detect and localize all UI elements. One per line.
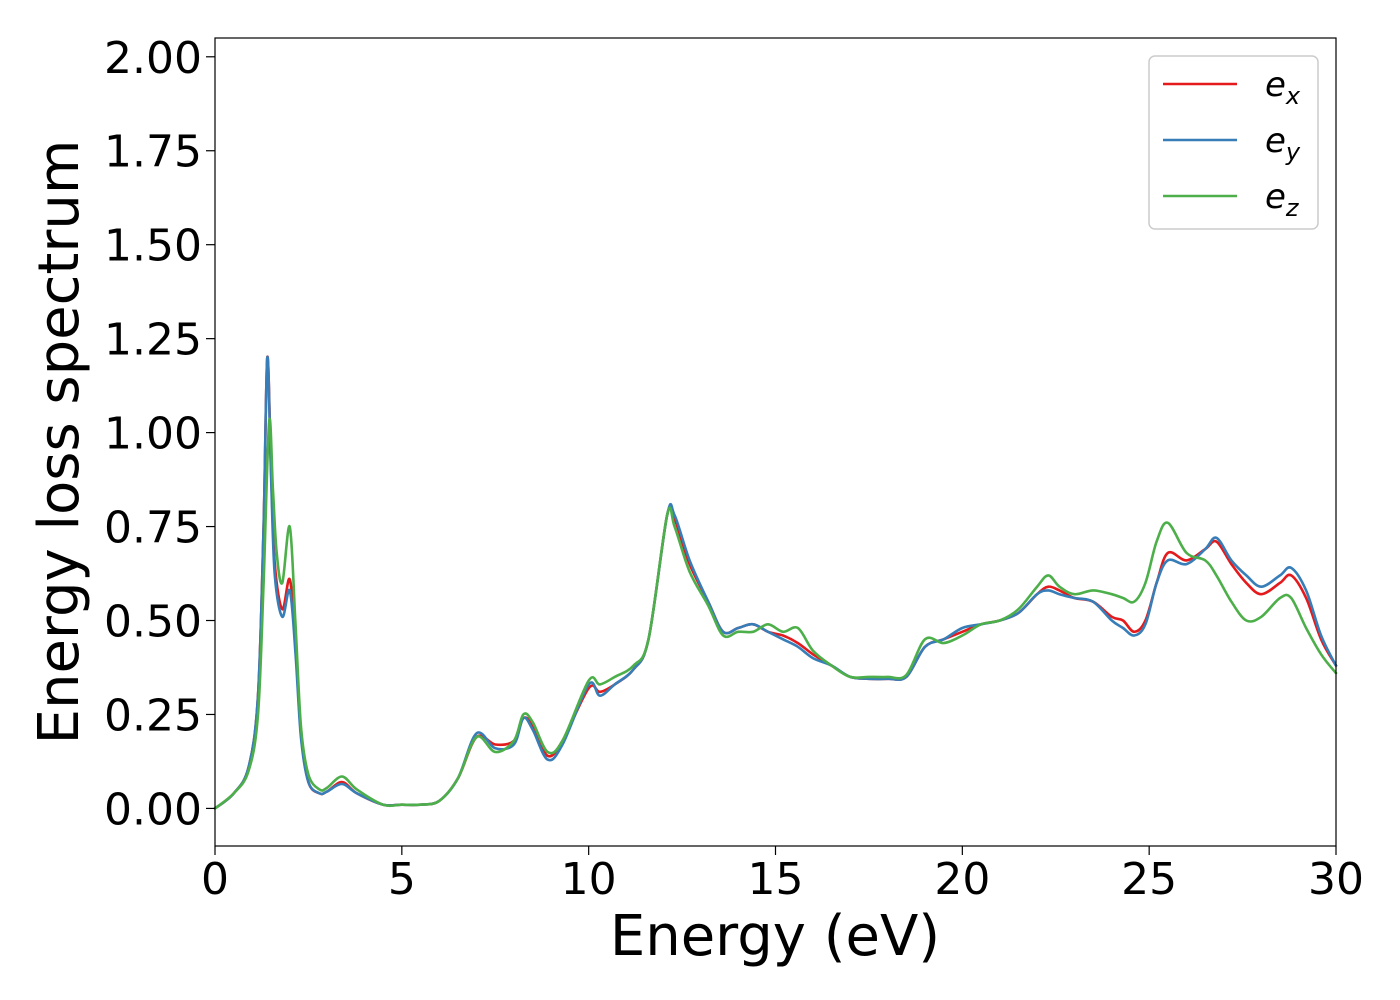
x-axis-ticks: 0 5 10 15 20 25 30 xyxy=(201,846,1364,905)
series-layer xyxy=(213,355,1338,810)
y-tick-label: 1.75 xyxy=(104,127,202,178)
x-tick-label: 20 xyxy=(934,854,990,905)
series-line-z xyxy=(213,417,1338,810)
y-axis-ticks: 0.00 0.25 0.50 0.75 1.00 1.25 1.50 1.75 2.00 xyxy=(104,33,215,835)
y-tick-label: 0.25 xyxy=(104,690,202,741)
x-axis-label: Energy (eV) xyxy=(610,904,940,969)
y-tick-label: 0.75 xyxy=(104,503,202,554)
legend-box xyxy=(1148,55,1319,230)
legend-label-subscript: x xyxy=(1285,82,1301,110)
y-axis-label: Energy loss spectrum xyxy=(27,140,92,745)
x-tick-label: 10 xyxy=(561,854,617,905)
legend-label-base: e xyxy=(1265,65,1286,105)
legend-label-subscript: y xyxy=(1285,138,1301,166)
y-tick-label: 2.00 xyxy=(104,33,202,84)
y-tick-label: 0.00 xyxy=(104,784,202,835)
y-tick-label: 0.50 xyxy=(104,597,202,648)
x-tick-label: 30 xyxy=(1308,854,1364,905)
y-tick-label: 1.00 xyxy=(104,409,202,460)
y-tick-label: 1.50 xyxy=(104,221,202,272)
legend-label-y: ey xyxy=(1265,121,1301,166)
x-tick-label: 0 xyxy=(201,854,229,905)
legend-label-base: e xyxy=(1265,177,1286,217)
legend-label-base: e xyxy=(1265,121,1286,161)
legend-label-x: ex xyxy=(1265,65,1301,110)
y-tick-label: 1.25 xyxy=(104,315,202,366)
x-tick-label: 15 xyxy=(748,854,804,905)
legend-label-subscript: z xyxy=(1285,194,1300,222)
legend-label-z: ez xyxy=(1265,177,1300,222)
x-tick-label: 25 xyxy=(1121,854,1177,905)
x-tick-label: 5 xyxy=(388,854,416,905)
